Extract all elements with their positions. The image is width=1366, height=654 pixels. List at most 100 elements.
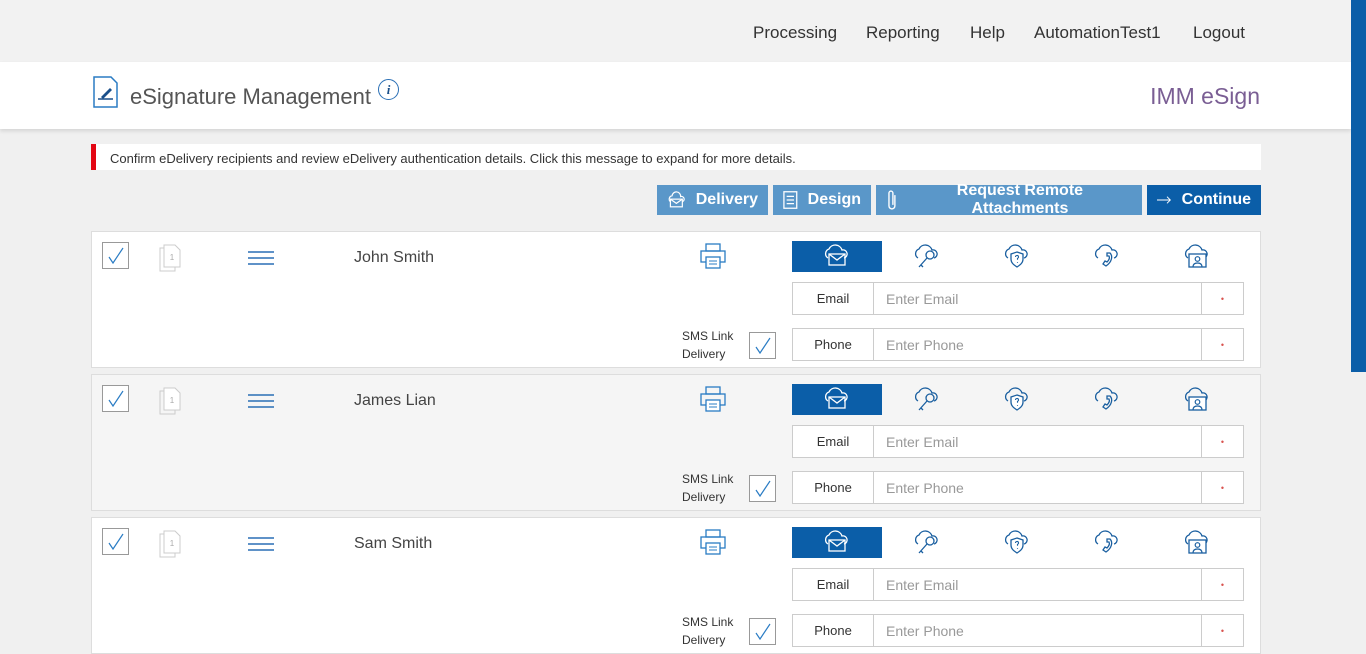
nav-logout[interactable]: Logout — [1193, 23, 1245, 42]
delivery-method-tab[interactable] — [972, 527, 1062, 558]
document-count-icon: 1 — [159, 530, 181, 558]
email-cloud-icon — [824, 386, 848, 409]
sms-link-checkbox[interactable] — [749, 332, 776, 359]
email-input[interactable] — [874, 569, 1201, 600]
phone-input[interactable] — [874, 615, 1201, 646]
email-input[interactable] — [874, 283, 1201, 314]
email-input-wrapper: Enter Email — [874, 283, 1202, 314]
key-cloud-icon — [914, 386, 938, 410]
delivery-method-tab[interactable] — [792, 384, 882, 415]
design-button[interactable]: Design — [773, 185, 871, 215]
info-icon[interactable]: i — [378, 79, 399, 100]
nav-processing[interactable]: Processing — [753, 23, 838, 42]
checkmark-icon — [108, 533, 123, 550]
phone-input-wrapper: Enter Phone — [874, 329, 1202, 360]
delivery-method-tab[interactable] — [882, 241, 972, 272]
sms-link-label: SMS Link Delivery — [682, 613, 733, 649]
recipient-checkbox[interactable] — [102, 242, 129, 269]
key-cloud-icon — [914, 529, 938, 553]
phone-label: Phone — [793, 615, 874, 646]
recipient-checkbox[interactable] — [102, 385, 129, 412]
delivery-button[interactable]: Delivery — [657, 185, 768, 215]
phone-label: Phone — [793, 329, 874, 360]
nav-reporting[interactable]: Reporting — [866, 23, 940, 42]
phone-input-wrapper: Enter Phone — [874, 472, 1202, 503]
delivery-method-tab[interactable] — [792, 241, 882, 272]
phone-input[interactable] — [874, 472, 1201, 503]
checkmark-icon — [108, 390, 123, 407]
delivery-method-tab[interactable] — [1152, 241, 1242, 272]
delivery-method-tab[interactable] — [1062, 384, 1152, 415]
phone-cloud-icon — [1094, 243, 1118, 267]
printer-icon[interactable] — [699, 528, 727, 556]
request-attachments-label: Request Remote Attachments — [956, 182, 1084, 217]
sms-label-line2: Delivery — [682, 347, 726, 361]
printer-icon[interactable] — [699, 385, 727, 413]
key-cloud-icon — [914, 243, 938, 267]
sms-label-line1: SMS Link — [682, 472, 734, 486]
required-indicator: • — [1220, 579, 1225, 590]
recipient-row: 1 James Lian Email Enter Email • SMS Link D… — [91, 374, 1261, 511]
required-indicator: • — [1220, 625, 1225, 636]
required-indicator: • — [1220, 339, 1225, 350]
delivery-method-tab[interactable] — [882, 527, 972, 558]
continue-button[interactable]: Continue — [1147, 185, 1261, 215]
continue-label: Continue — [1181, 191, 1251, 208]
recipient-row: 1 John Smith Email Enter Email • SMS Link D… — [91, 231, 1261, 368]
phone-field-group: Phone Enter Phone • — [792, 328, 1244, 361]
delivery-label: Delivery — [695, 191, 758, 208]
email-label: Email — [793, 283, 874, 314]
phone-input[interactable] — [874, 329, 1201, 360]
document-count: 1 — [170, 396, 175, 405]
id-card-cloud-icon — [1184, 243, 1208, 268]
alert-message[interactable]: Confirm eDelivery recipients and review … — [91, 144, 1261, 170]
sms-link-label: SMS Link Delivery — [682, 327, 733, 363]
scrollbar[interactable] — [1351, 0, 1366, 589]
document-count: 1 — [170, 539, 175, 548]
hamburger-menu-icon[interactable] — [248, 393, 274, 409]
sms-label-line1: SMS Link — [682, 329, 734, 343]
nav-help[interactable]: Help — [970, 23, 1005, 42]
signature-document-icon — [93, 76, 118, 108]
recipient-name: James Lian — [354, 392, 436, 409]
required-indicator: • — [1220, 293, 1225, 304]
delivery-method-tab[interactable] — [1152, 384, 1242, 415]
sms-label-line2: Delivery — [682, 490, 726, 504]
page-header: eSignature Management i IMM eSign — [0, 62, 1351, 129]
email-field-group: Email Enter Email • — [792, 425, 1244, 458]
cloud-envelope-icon — [668, 191, 685, 208]
delivery-method-tab[interactable] — [882, 384, 972, 415]
email-input-wrapper: Enter Email — [874, 426, 1202, 457]
required-indicator: • — [1220, 482, 1225, 493]
phone-field-group: Phone Enter Phone • — [792, 614, 1244, 647]
checkmark-icon — [755, 337, 770, 354]
recipient-checkbox[interactable] — [102, 528, 129, 555]
email-input[interactable] — [874, 426, 1201, 457]
design-label: Design — [807, 191, 861, 208]
sms-link-checkbox[interactable] — [749, 618, 776, 645]
nav-user[interactable]: AutomationTest1 — [1034, 23, 1161, 42]
delivery-method-tab[interactable] — [1152, 527, 1242, 558]
phone-input-wrapper: Enter Phone — [874, 615, 1202, 646]
delivery-method-tab[interactable] — [1062, 241, 1152, 272]
hamburger-menu-icon[interactable] — [248, 536, 274, 552]
sms-link-label: SMS Link Delivery — [682, 470, 733, 506]
delivery-method-tab[interactable] — [972, 241, 1062, 272]
delivery-method-tab[interactable] — [792, 527, 882, 558]
email-input-wrapper: Enter Email — [874, 569, 1202, 600]
page-title: eSignature Management — [130, 84, 371, 109]
email-cloud-icon — [824, 529, 848, 552]
delivery-method-tab[interactable] — [1062, 527, 1152, 558]
email-field-group: Email Enter Email • — [792, 568, 1244, 601]
scrollbar-thumb[interactable] — [1351, 0, 1366, 372]
sms-link-checkbox[interactable] — [749, 475, 776, 502]
checkmark-icon — [108, 247, 123, 264]
email-label: Email — [793, 426, 874, 457]
recipient-row: 1 Sam Smith Email Enter Email • SMS Link De… — [91, 517, 1261, 654]
delivery-method-tab[interactable] — [972, 384, 1062, 415]
printer-icon[interactable] — [699, 242, 727, 270]
top-nav: Processing Reporting Help AutomationTest… — [0, 0, 1366, 62]
hamburger-menu-icon[interactable] — [248, 250, 274, 266]
phone-field-group: Phone Enter Phone • — [792, 471, 1244, 504]
request-attachments-button[interactable]: Request Remote Attachments — [876, 182, 1142, 217]
